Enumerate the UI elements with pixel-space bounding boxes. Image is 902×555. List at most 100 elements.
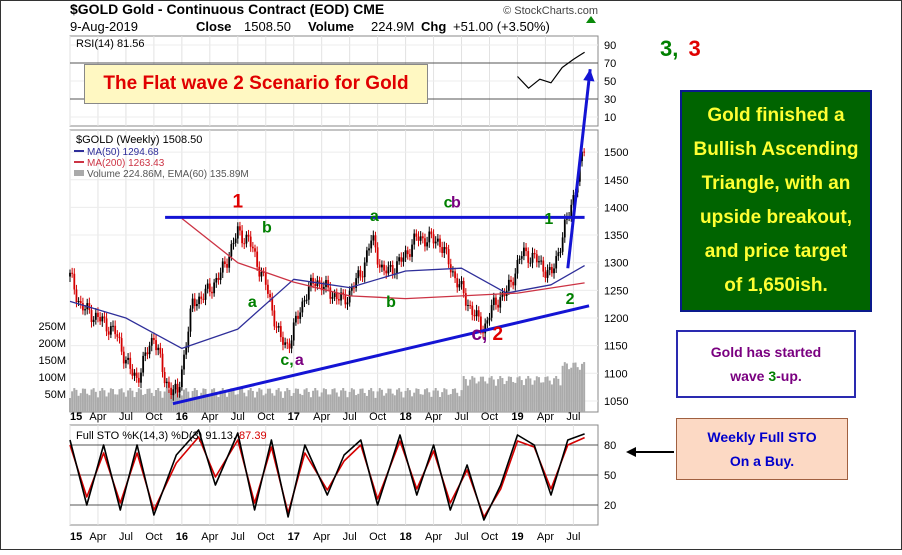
volume-bar (103, 390, 106, 412)
x-tick-label: Apr (425, 531, 442, 543)
volume-bar (109, 388, 112, 412)
volume-bar (114, 394, 117, 412)
volume-bar (514, 382, 517, 412)
x-tick-label: Apr (201, 411, 218, 423)
volume-bar (525, 378, 528, 412)
price-bar-body (389, 265, 392, 267)
volume-bar (359, 388, 362, 412)
volume-bar (120, 388, 123, 412)
volume-bar (290, 395, 293, 412)
volume-value: 224.9M (371, 19, 414, 34)
volume-bar (447, 394, 450, 412)
price-bar-body (163, 371, 166, 384)
volume-bar (553, 378, 556, 412)
volume-bar (314, 388, 317, 412)
price-bar-body (245, 234, 248, 244)
price-bar-body (555, 256, 558, 269)
volume-bar (243, 392, 246, 412)
volume-bar (533, 380, 536, 412)
price-bar-body (303, 300, 306, 302)
price-bar-body (441, 247, 444, 254)
volume-bar (316, 390, 319, 412)
volume-bar (458, 396, 461, 412)
volume-bar (129, 388, 132, 412)
volume-bar (484, 381, 487, 412)
price-bar-body (424, 238, 426, 247)
price-bar-body (495, 297, 497, 305)
x-tick-label: Apr (313, 531, 330, 543)
volume-bar (142, 394, 145, 412)
volume-bar (213, 388, 216, 412)
volume-bar (206, 394, 209, 412)
y-tick-label: 90 (604, 40, 616, 52)
price-bar-body (467, 304, 469, 306)
volume-bar (155, 390, 158, 412)
volume-bar (215, 392, 218, 412)
volume-bar (486, 383, 489, 412)
volume-bar (232, 389, 235, 412)
price-bar-body (297, 315, 299, 319)
price-bar-body (105, 318, 108, 332)
price-bar-body (71, 272, 74, 274)
volume-bar (479, 376, 482, 412)
volume-bar (294, 388, 297, 412)
volume-bar (99, 390, 102, 412)
price-bar-body (215, 277, 218, 283)
price-bar-body (572, 195, 575, 205)
volume-bar (490, 376, 493, 412)
price-bar-body (471, 305, 474, 315)
price-bar-body (400, 257, 403, 262)
x-tick-label: 16 (176, 411, 188, 423)
price-bar-body (99, 316, 102, 322)
price-bar-body (135, 372, 138, 378)
x-tick-label: 18 (399, 531, 411, 543)
price-bar-body (150, 337, 153, 346)
volume-tick-label: 250M (38, 321, 66, 333)
price-bar-body (385, 270, 388, 274)
price-bar-body (583, 151, 586, 153)
price-bar-body (497, 304, 499, 308)
x-tick-label: Jul (566, 531, 580, 543)
volume-bar (236, 394, 239, 412)
volume-bar (352, 389, 355, 412)
price-bar-body (523, 247, 525, 257)
volume-bar (510, 376, 513, 412)
price-bar-body (456, 278, 459, 288)
volume-bar (512, 381, 515, 412)
volume-bar (488, 377, 491, 412)
price-bar-body (230, 244, 233, 257)
volume-bar (439, 396, 442, 412)
price-bar-body (548, 267, 551, 270)
price-bar-body (559, 251, 562, 253)
volume-bar (305, 388, 308, 412)
x-tick-label: Oct (481, 411, 498, 423)
volume-bar (434, 388, 437, 412)
price-bar-body (488, 317, 491, 321)
wave-label: a (370, 208, 379, 225)
volume-bar (131, 390, 134, 412)
price-bar-body (77, 300, 80, 303)
volume-bar (565, 363, 568, 412)
volume-bar (195, 390, 198, 412)
wave-label: c, 2 (471, 324, 503, 345)
price-bar-body (180, 369, 183, 388)
y-tick-label: 20 (604, 500, 616, 512)
wave-label: 2 (566, 291, 575, 308)
volume-bar (380, 389, 383, 412)
volume-bar (400, 391, 403, 412)
volume-bar (572, 362, 575, 412)
rsi-line (517, 51, 585, 89)
wave-label: a (248, 294, 257, 311)
price-bar-body (176, 383, 179, 393)
volume-bar (198, 396, 201, 412)
volume-bar (372, 391, 375, 412)
price-bar-body (101, 316, 104, 322)
sto-line2: On a Buy. (729, 453, 795, 469)
price-bar-body (501, 292, 504, 298)
volume-bar (94, 391, 97, 412)
price-bar-body (340, 292, 342, 301)
wave-label: 1 (544, 211, 553, 228)
volume-bar (86, 393, 89, 412)
y-tick-label: 1400 (604, 202, 628, 214)
